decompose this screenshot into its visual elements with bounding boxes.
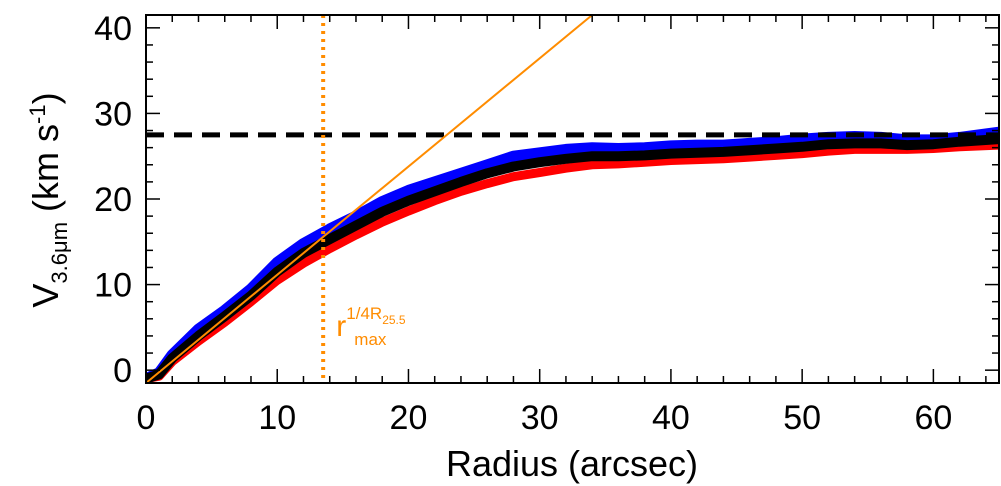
y-tick-labels: 0 10 20 30 40 — [94, 10, 132, 390]
y-axis-title-superscript: -1 — [25, 104, 50, 124]
y-tick-label: 0 — [113, 352, 132, 390]
y-axis-title-units-close: ) — [25, 92, 66, 104]
x-tick-labels: 0 10 20 30 40 50 60 — [137, 399, 953, 437]
x-tick-label: 40 — [652, 399, 690, 437]
series-best-fit-line — [146, 134, 999, 383]
plot-frame — [145, 14, 1000, 384]
inner-slope-line — [146, 15, 593, 383]
axis-ticks — [145, 15, 999, 383]
x-tick-label: 60 — [914, 399, 952, 437]
reference-lines — [146, 15, 999, 383]
x-tick-label: 10 — [258, 399, 296, 437]
series-upper-line — [146, 126, 999, 383]
y-tick-label: 10 — [94, 267, 132, 305]
x-tick-label: 30 — [521, 399, 559, 437]
y-axis-title-units: (km s — [25, 124, 66, 222]
series-layer — [146, 126, 999, 383]
x-axis-title: Radius (arcsec) — [446, 443, 698, 484]
x-tick-label: 0 — [137, 399, 156, 437]
x-tick-label: 50 — [783, 399, 821, 437]
y-tick-label: 30 — [94, 95, 132, 133]
x-tick-label: 20 — [390, 399, 428, 437]
rmax-annotation-superscript: 1/4R — [346, 304, 382, 323]
y-tick-label: 20 — [94, 181, 132, 219]
y-tick-label: 40 — [94, 10, 132, 48]
rmax-annotation-subscript: max — [354, 330, 387, 349]
y-axis-title-subscript: 3.6μm — [47, 222, 72, 284]
y-axis-title-main: V — [25, 284, 66, 308]
rmax-annotation: r1/4R25.5 max — [336, 304, 406, 349]
rmax-annotation-superscript-sub: 25.5 — [382, 313, 406, 327]
rmax-annotation-symbol: r — [336, 310, 346, 343]
series-lower-line — [146, 140, 999, 383]
y-axis-title: V3.6μm (km s-1) — [25, 92, 72, 307]
